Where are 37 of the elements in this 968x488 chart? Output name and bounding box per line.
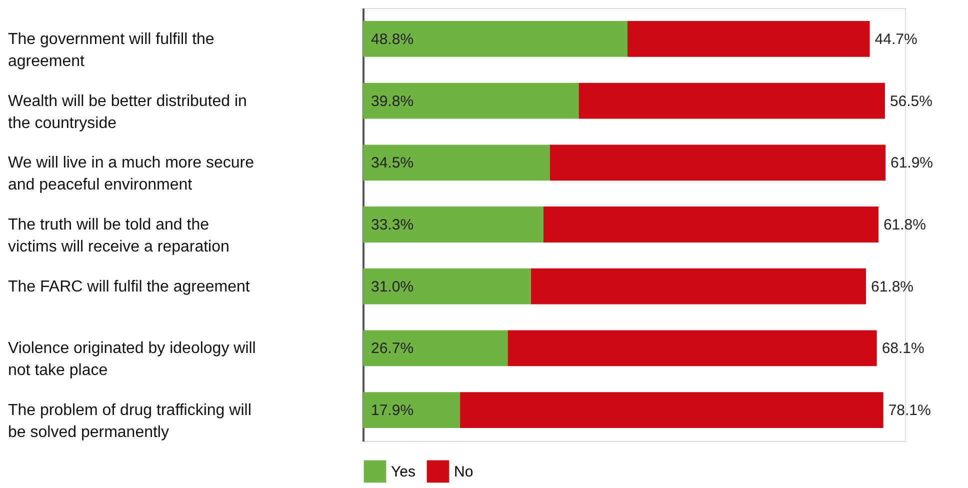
bar [363,392,460,428]
bar [578,82,885,119]
data-label: 68.1% [882,340,924,358]
data-label: 61.9% [890,154,934,172]
y-tick-label: The government will fulfill the agreement [8,30,214,70]
bar [363,144,550,181]
legend-label: Yes [391,463,416,480]
bar [531,268,866,304]
legend-label: No [454,463,474,480]
data-label: 56.5% [890,92,932,110]
y-tick-label: The problem of drug trafficking will be solved permanently [8,402,252,442]
data-label: 61.8% [883,216,926,234]
bar [543,206,878,242]
y-tick-label: The truth will be told and the victims will receive a reparation [8,216,230,256]
bar [508,330,877,366]
bar [363,20,628,57]
data-label: 44.7% [874,30,918,48]
y-tick-label: Wealth will be better distributed in the countryside [8,92,247,132]
bar [550,144,886,181]
data-label: 78.1% [888,402,931,420]
y-tick-label: Violence originated by ideology will not take place [8,340,256,380]
data-label: 39.8% [371,92,414,110]
bar [627,20,870,57]
data-label: 33.3% [371,216,414,234]
y-tick-label: The FARC will fulfil the agreement [8,278,250,296]
y-tick-label: We will live in a much more secure and peaceful environment [8,154,254,194]
bar [363,82,579,119]
bar [460,392,884,428]
data-label: 34.5% [371,154,414,172]
data-label: 17.9% [371,402,414,420]
bar [363,330,508,366]
data-label: 31.0% [371,278,414,296]
data-label: 48.8% [371,30,414,48]
data-label: 26.7% [371,340,414,358]
bar [363,268,532,304]
data-label: 61.8% [870,278,914,296]
bar [363,206,544,242]
